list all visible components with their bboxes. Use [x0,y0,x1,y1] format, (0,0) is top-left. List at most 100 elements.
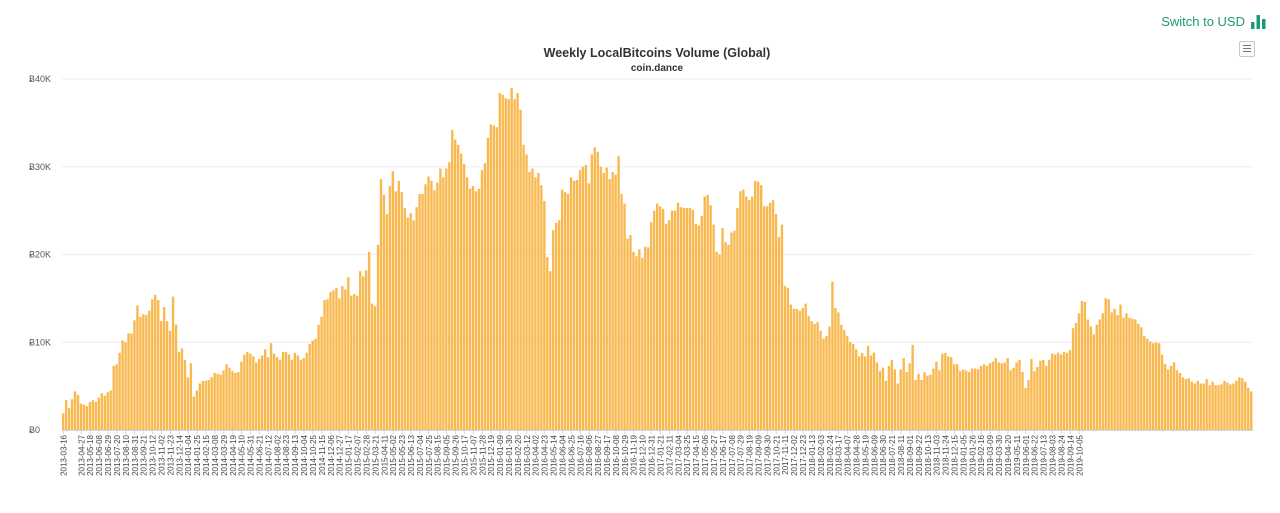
bar [1157,343,1161,430]
x-tick-label: 2013-04-27 [77,434,86,475]
x-tick-label: 2018-06-09 [870,434,879,475]
bar [243,354,246,430]
bar [430,180,433,430]
x-tick-label: 2016-11-19 [630,434,639,475]
switch-to-usd-link[interactable]: Switch to USD [1161,14,1266,29]
x-tick-label: 2017-03-04 [674,434,683,475]
bar [1062,351,1066,430]
bar [228,367,231,430]
x-tick-label: 2014-08-02 [273,434,282,475]
bar [935,361,938,430]
x-tick-label: 2014-05-31 [247,434,256,475]
bar [721,228,724,430]
bar [103,395,106,430]
bar [602,172,605,430]
bar [575,179,579,430]
bar [976,369,980,430]
bar [522,144,525,430]
x-tick-label: 2015-10-17 [460,434,469,475]
bar [849,342,852,430]
bar [549,271,552,430]
bar [305,352,308,430]
bar [1181,377,1185,430]
x-tick-label: 2019-03-30 [995,434,1004,475]
x-tick-label: 2015-01-17 [345,434,354,475]
bar [525,154,528,430]
x-tick-label: 2016-04-02 [532,434,541,475]
x-tick-label: 2019-06-01 [1022,434,1031,475]
bar [1036,366,1039,430]
bar [115,364,118,430]
bar [272,353,276,430]
bar [855,349,858,430]
x-tick-label: 2019-08-03 [1049,434,1058,475]
x-tick-label: 2014-01-25 [193,434,202,475]
bar [486,137,490,431]
x-tick-label: 2014-01-04 [184,434,193,475]
bar [691,209,695,430]
bar [284,351,288,430]
bar [757,181,760,430]
bar [620,193,623,430]
y-tick-label: Ƀ40K [29,74,51,84]
bar [338,298,341,431]
bar [507,99,510,431]
x-tick-label: 2014-04-19 [229,434,238,475]
bar [311,340,314,430]
bar [1160,354,1164,430]
bar [258,358,261,430]
bar [192,396,196,430]
bar [694,223,697,430]
bar [225,364,228,430]
bar [881,367,885,430]
bar [162,307,166,430]
bar [347,277,350,430]
bar [442,177,445,430]
bar [1122,317,1125,430]
chart-menu-button[interactable] [1239,41,1255,57]
x-tick-label: 2017-12-02 [790,434,799,475]
bar [142,314,145,430]
x-tick-label: 2016-07-16 [576,434,585,475]
bar [899,369,902,430]
bar [246,351,249,430]
bar [988,363,992,430]
bar [1152,343,1155,430]
bar [139,316,142,430]
x-tick-label: 2015-03-21 [371,434,380,475]
switch-to-usd-label: Switch to USD [1161,14,1245,29]
x-tick-label: 2016-09-17 [603,434,612,475]
x-tick-label: 2017-09-09 [755,434,764,475]
bar [382,194,386,430]
bar [555,222,558,430]
bar [1154,342,1158,430]
bar [1178,372,1182,430]
bar [843,329,846,430]
bar [605,167,608,430]
bar [492,125,496,430]
bar [629,235,632,430]
bar [1071,328,1075,430]
x-tick-label: 2018-11-24 [942,434,951,475]
bar [356,295,359,430]
x-tick-label: 2014-10-04 [300,434,309,475]
bar [157,300,160,430]
bar [759,185,763,430]
bar [216,373,219,430]
x-tick-label: 2016-10-08 [612,434,621,475]
x-tick-label: 2015-08-15 [434,434,443,475]
bar [1009,370,1012,430]
bar [715,251,718,430]
x-tick-label: 2019-07-13 [1040,434,1049,475]
bar [335,287,338,430]
bar [866,345,870,430]
bar [1247,387,1250,430]
bar-series [62,87,1253,431]
bar [70,399,74,430]
x-tick-label: 2018-11-03 [933,434,942,475]
bar [560,189,564,430]
bar [825,336,828,430]
bar [201,380,204,430]
x-tick-label: 2017-04-15 [692,434,701,475]
x-tick-label: 2015-07-04 [416,434,425,475]
